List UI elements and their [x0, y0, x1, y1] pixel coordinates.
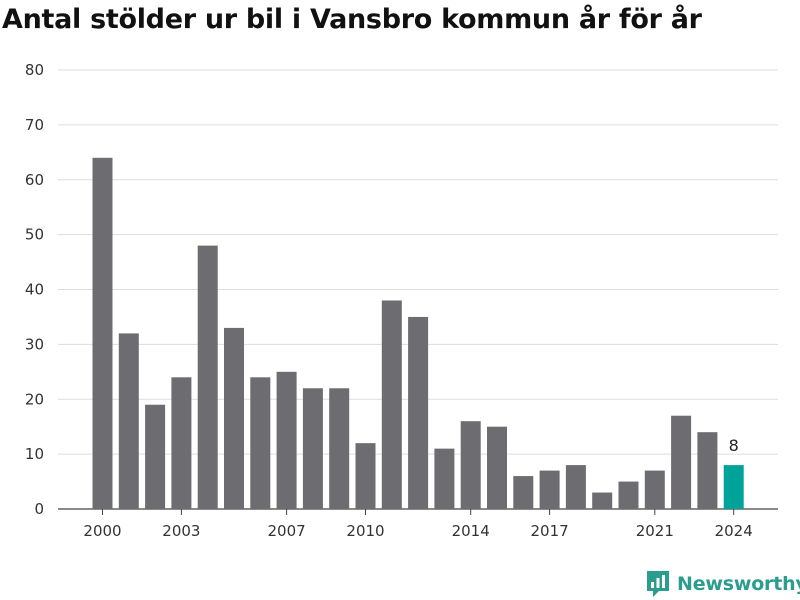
y-axis: 0 10 20 30 40 50 60 70 80: [25, 61, 44, 518]
bar-2018: [565, 465, 586, 509]
x-tick-label: 2021: [636, 522, 674, 540]
x-axis: 2000 2003 2007 2010 2014 2017 2021 2024: [83, 509, 753, 540]
bar-2010: [355, 443, 376, 509]
bar-2022: [671, 415, 692, 509]
bar-2013: [434, 448, 455, 509]
brand-name: Newsworthy: [677, 573, 800, 595]
data-labels: 8: [729, 436, 739, 455]
y-tick-label: 20: [25, 390, 44, 408]
x-tick-label: 2007: [268, 522, 306, 540]
y-tick-label: 40: [25, 281, 44, 299]
bar-2007: [276, 371, 297, 509]
bar-2024: [723, 465, 744, 509]
brand: Newsworthy: [645, 569, 800, 599]
newsworthy-logo-icon: [647, 571, 669, 597]
bar-2016: [513, 476, 534, 509]
bar-2014: [460, 421, 481, 509]
y-tick-label: 80: [25, 61, 44, 79]
bar-2008: [302, 388, 323, 509]
y-tick-label: 70: [25, 116, 44, 134]
bar-2001: [118, 333, 139, 509]
x-tick-label: 2010: [346, 522, 384, 540]
bars: [92, 157, 744, 510]
y-tick-label: 30: [25, 335, 44, 353]
bar-2011: [381, 300, 402, 509]
bar-2017: [539, 470, 560, 509]
x-tick-label: 2024: [715, 522, 753, 540]
y-tick-label: 60: [25, 171, 44, 189]
y-tick-label: 0: [34, 500, 44, 518]
bar-2005: [224, 327, 244, 509]
x-tick-label: 2003: [162, 522, 200, 540]
x-tick-label: 2017: [531, 522, 569, 540]
bar-2006: [250, 377, 271, 509]
data-label-2024: 8: [729, 436, 739, 455]
bar-2015: [487, 426, 507, 509]
bar-2003: [171, 377, 192, 509]
chart-title: Antal stölder ur bil i Vansbro kommun år…: [2, 4, 702, 35]
x-tick-label: 2000: [83, 522, 121, 540]
y-tick-label: 10: [25, 445, 44, 463]
y-tick-label: 50: [25, 226, 44, 244]
bar-2021: [644, 470, 665, 509]
x-tick-label: 2014: [452, 522, 490, 540]
bar-2020: [618, 481, 639, 509]
bar-2009: [329, 388, 350, 509]
bar-2012: [408, 316, 429, 509]
bar-2004: [197, 245, 218, 509]
bar-2019: [592, 492, 613, 509]
bar-2023: [697, 432, 718, 509]
bar-2002: [145, 404, 166, 509]
bar-2000: [92, 157, 113, 510]
